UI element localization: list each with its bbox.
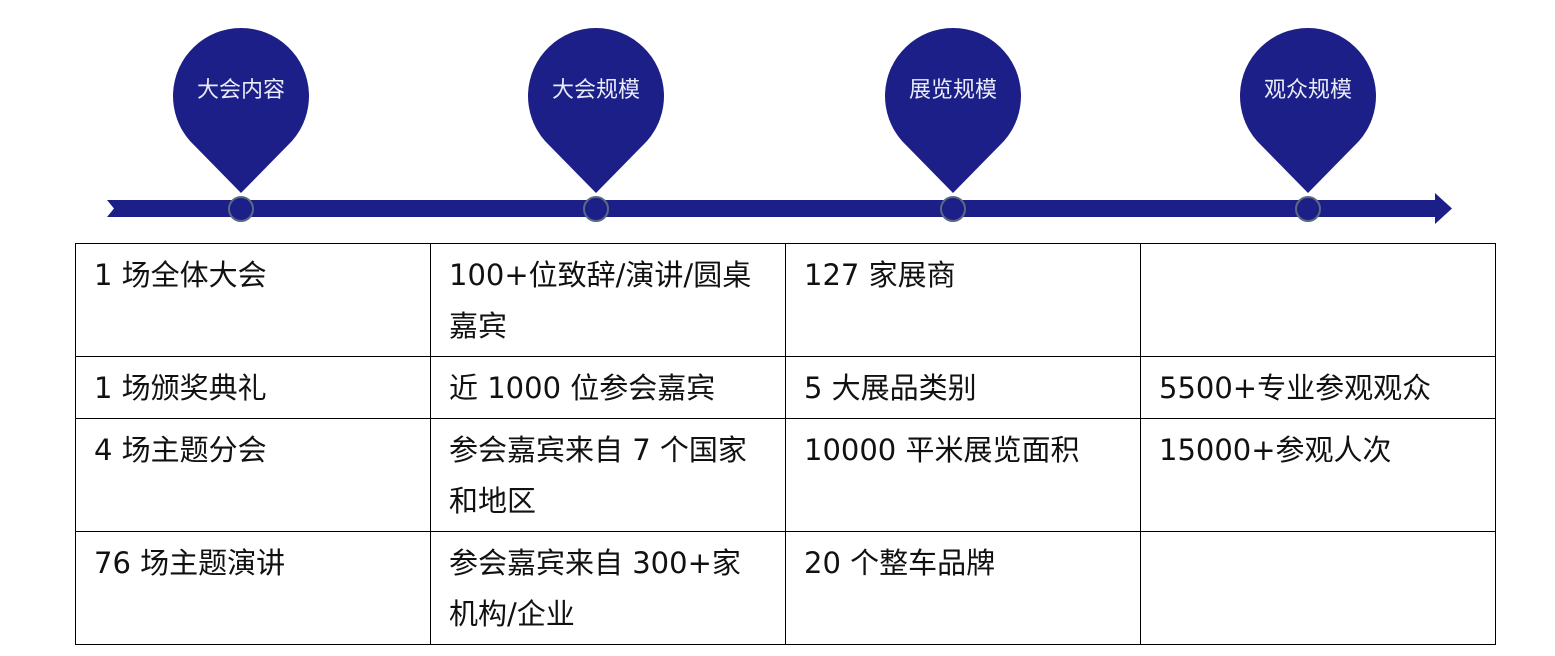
table-cell (1140, 531, 1496, 645)
table-cell: 20 个整车品牌 (785, 531, 1141, 645)
table-cell: 1 场全体大会 (75, 243, 431, 357)
table-cell: 5500+专业参观观众 (1140, 356, 1496, 419)
timeline-node (1295, 196, 1321, 222)
table-cell: 10000 平米展览面积 (785, 418, 1141, 532)
timeline-node (583, 196, 609, 222)
table-cell: 1 场颁奖典礼 (75, 356, 431, 419)
table-cell: 5 大展品类别 (785, 356, 1141, 419)
timeline-arrow (107, 193, 1452, 224)
timeline-node (228, 196, 254, 222)
table-cell: 15000+参观人次 (1140, 418, 1496, 532)
map-pin-icon (1240, 28, 1376, 193)
table-cell: 4 场主题分会 (75, 418, 431, 532)
timeline (107, 28, 1452, 224)
pin-label: 大会内容 (196, 78, 285, 103)
table-cell: 近 1000 位参会嘉宾 (430, 356, 786, 419)
table-cell (1140, 243, 1496, 357)
table-cell: 参会嘉宾来自 7 个国家和地区 (430, 418, 786, 532)
pin-label: 大会规模 (551, 78, 640, 103)
table-cell: 100+位致辞/演讲/圆桌嘉宾 (430, 243, 786, 357)
stats-table: 1 场全体大会 100+位致辞/演讲/圆桌嘉宾 127 家展商 1 场颁奖典礼近 10… (75, 243, 1496, 645)
table-cell: 76 场主题演讲 (75, 531, 431, 645)
map-pin-icon (172, 28, 309, 194)
timeline-node (940, 196, 966, 222)
table-row: 76 场主题演讲 参会嘉宾来自 300+家机构/企业 20 个整车品牌 (75, 531, 1496, 645)
table-cell: 127 家展商 (785, 243, 1141, 357)
pin-label: 展览规模 (908, 78, 997, 103)
table-cell: 参会嘉宾来自 300+家机构/企业 (430, 531, 786, 645)
table-row: 4 场主题分会 参会嘉宾来自 7 个国家和地区 10000 平米展览面积 15000+… (75, 418, 1496, 532)
map-pin-icon (885, 28, 1022, 193)
table-row: 1 场颁奖典礼近 1000 位参会嘉宾 5 大展品类别 5500+专业参观观众 (75, 356, 1496, 419)
table-row: 1 场全体大会 100+位致辞/演讲/圆桌嘉宾 127 家展商 (75, 243, 1496, 357)
pin-label: 观众规模 (1263, 78, 1352, 103)
map-pin-icon (528, 28, 664, 193)
